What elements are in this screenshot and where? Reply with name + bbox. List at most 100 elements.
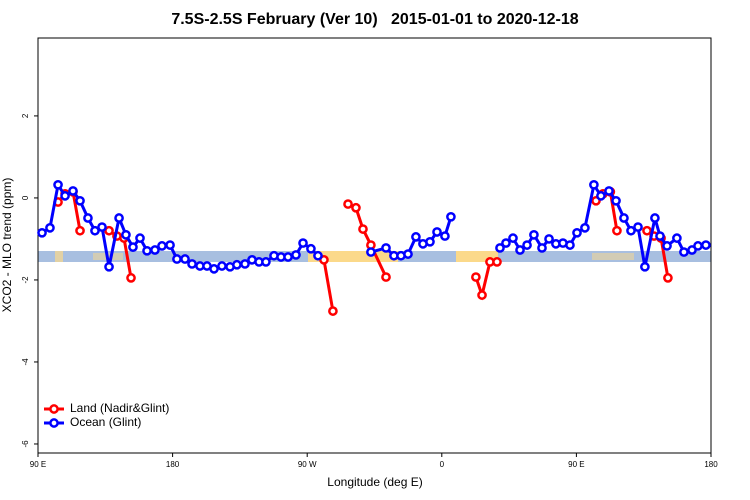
x-tick-label: 0 — [440, 460, 445, 469]
x-tick-label: 90 E — [30, 460, 46, 469]
data-point — [240, 259, 250, 269]
y-axis-label: XCO2 - MLO trend (ppm) — [0, 178, 14, 313]
data-point — [679, 247, 689, 257]
y-tick-label: -2 — [21, 276, 30, 284]
chart-title: 7.5S-2.5S February (Ver 10) 2015-01-01 t… — [171, 11, 578, 28]
data-point — [165, 240, 175, 250]
data-point — [492, 257, 502, 267]
data-point — [611, 195, 621, 206]
data-point — [529, 229, 539, 240]
x-axis-label: Longitude (deg E) — [327, 475, 422, 489]
data-point — [291, 250, 301, 260]
x-tick-label: 90 W — [298, 460, 317, 469]
data-point — [381, 243, 391, 253]
data-point — [313, 250, 323, 261]
data-point — [596, 191, 606, 201]
data-point — [626, 225, 636, 236]
data-point — [283, 252, 293, 262]
legend-label: Ocean (Glint) — [70, 415, 141, 429]
legend-marker — [49, 418, 59, 428]
data-point — [358, 224, 368, 234]
y-tick-label: -6 — [21, 440, 30, 448]
data-point — [68, 186, 78, 196]
data-point — [537, 243, 547, 253]
data-point — [306, 243, 316, 254]
data-point — [693, 241, 703, 251]
data-point — [544, 234, 554, 244]
legend-marker — [49, 404, 59, 414]
data-point — [97, 222, 107, 232]
data-point — [440, 231, 450, 241]
data-point — [640, 261, 650, 272]
data-point — [261, 257, 271, 267]
data-point — [411, 232, 421, 242]
data-point — [75, 225, 85, 236]
data-point — [328, 306, 338, 316]
data-point — [366, 247, 376, 257]
data-point — [75, 195, 85, 206]
data-point — [501, 238, 511, 248]
data-point — [425, 236, 435, 247]
data-point — [508, 233, 518, 243]
data-point — [446, 211, 456, 222]
x-tick-label: 90 E — [568, 460, 584, 469]
data-point — [121, 229, 131, 240]
data-point — [187, 259, 197, 269]
data-point — [232, 259, 242, 270]
data-point — [580, 223, 590, 233]
data-point — [381, 272, 391, 282]
data-point — [672, 233, 682, 243]
data-point — [128, 242, 138, 252]
y-tick-label: 0 — [21, 195, 30, 200]
data-point — [515, 245, 525, 255]
land-band — [55, 251, 63, 262]
y-tick-label: -4 — [21, 358, 30, 366]
data-point — [104, 225, 114, 236]
data-point — [180, 254, 190, 264]
data-point — [477, 290, 487, 300]
data-point — [298, 238, 308, 248]
land-band — [592, 253, 634, 260]
data-point — [53, 179, 63, 190]
data-point — [209, 264, 219, 274]
data-point — [217, 261, 227, 271]
data-point — [655, 231, 665, 241]
x-tick-label: 180 — [704, 460, 718, 469]
data-point — [172, 254, 182, 264]
data-point — [662, 241, 672, 251]
data-point — [432, 227, 442, 237]
data-point — [403, 249, 413, 259]
data-point — [351, 202, 361, 213]
data-point — [604, 186, 614, 196]
data-point — [471, 272, 481, 282]
data-point — [650, 213, 660, 223]
data-point — [589, 179, 599, 190]
data-point — [633, 222, 643, 232]
land-band — [308, 251, 398, 262]
y-tick-label: 2 — [21, 113, 30, 118]
data-point — [104, 261, 114, 272]
data-point — [60, 191, 70, 201]
data-point — [572, 227, 582, 238]
data-point — [90, 225, 100, 236]
data-point — [522, 240, 532, 250]
data-point — [157, 241, 167, 251]
x-tick-label: 180 — [166, 460, 180, 469]
data-point — [37, 227, 47, 238]
land-band — [456, 251, 498, 262]
data-point — [142, 245, 152, 256]
data-point — [495, 243, 505, 253]
legend-label: Land (Nadir&Glint) — [70, 401, 169, 415]
data-point — [126, 273, 136, 283]
data-point — [114, 213, 124, 223]
data-point — [663, 273, 673, 283]
data-point — [83, 213, 93, 223]
data-point — [135, 233, 145, 243]
data-point — [619, 213, 629, 223]
data-point — [642, 225, 652, 236]
data-point — [701, 240, 711, 250]
data-point — [45, 223, 55, 233]
data-point — [343, 199, 353, 209]
